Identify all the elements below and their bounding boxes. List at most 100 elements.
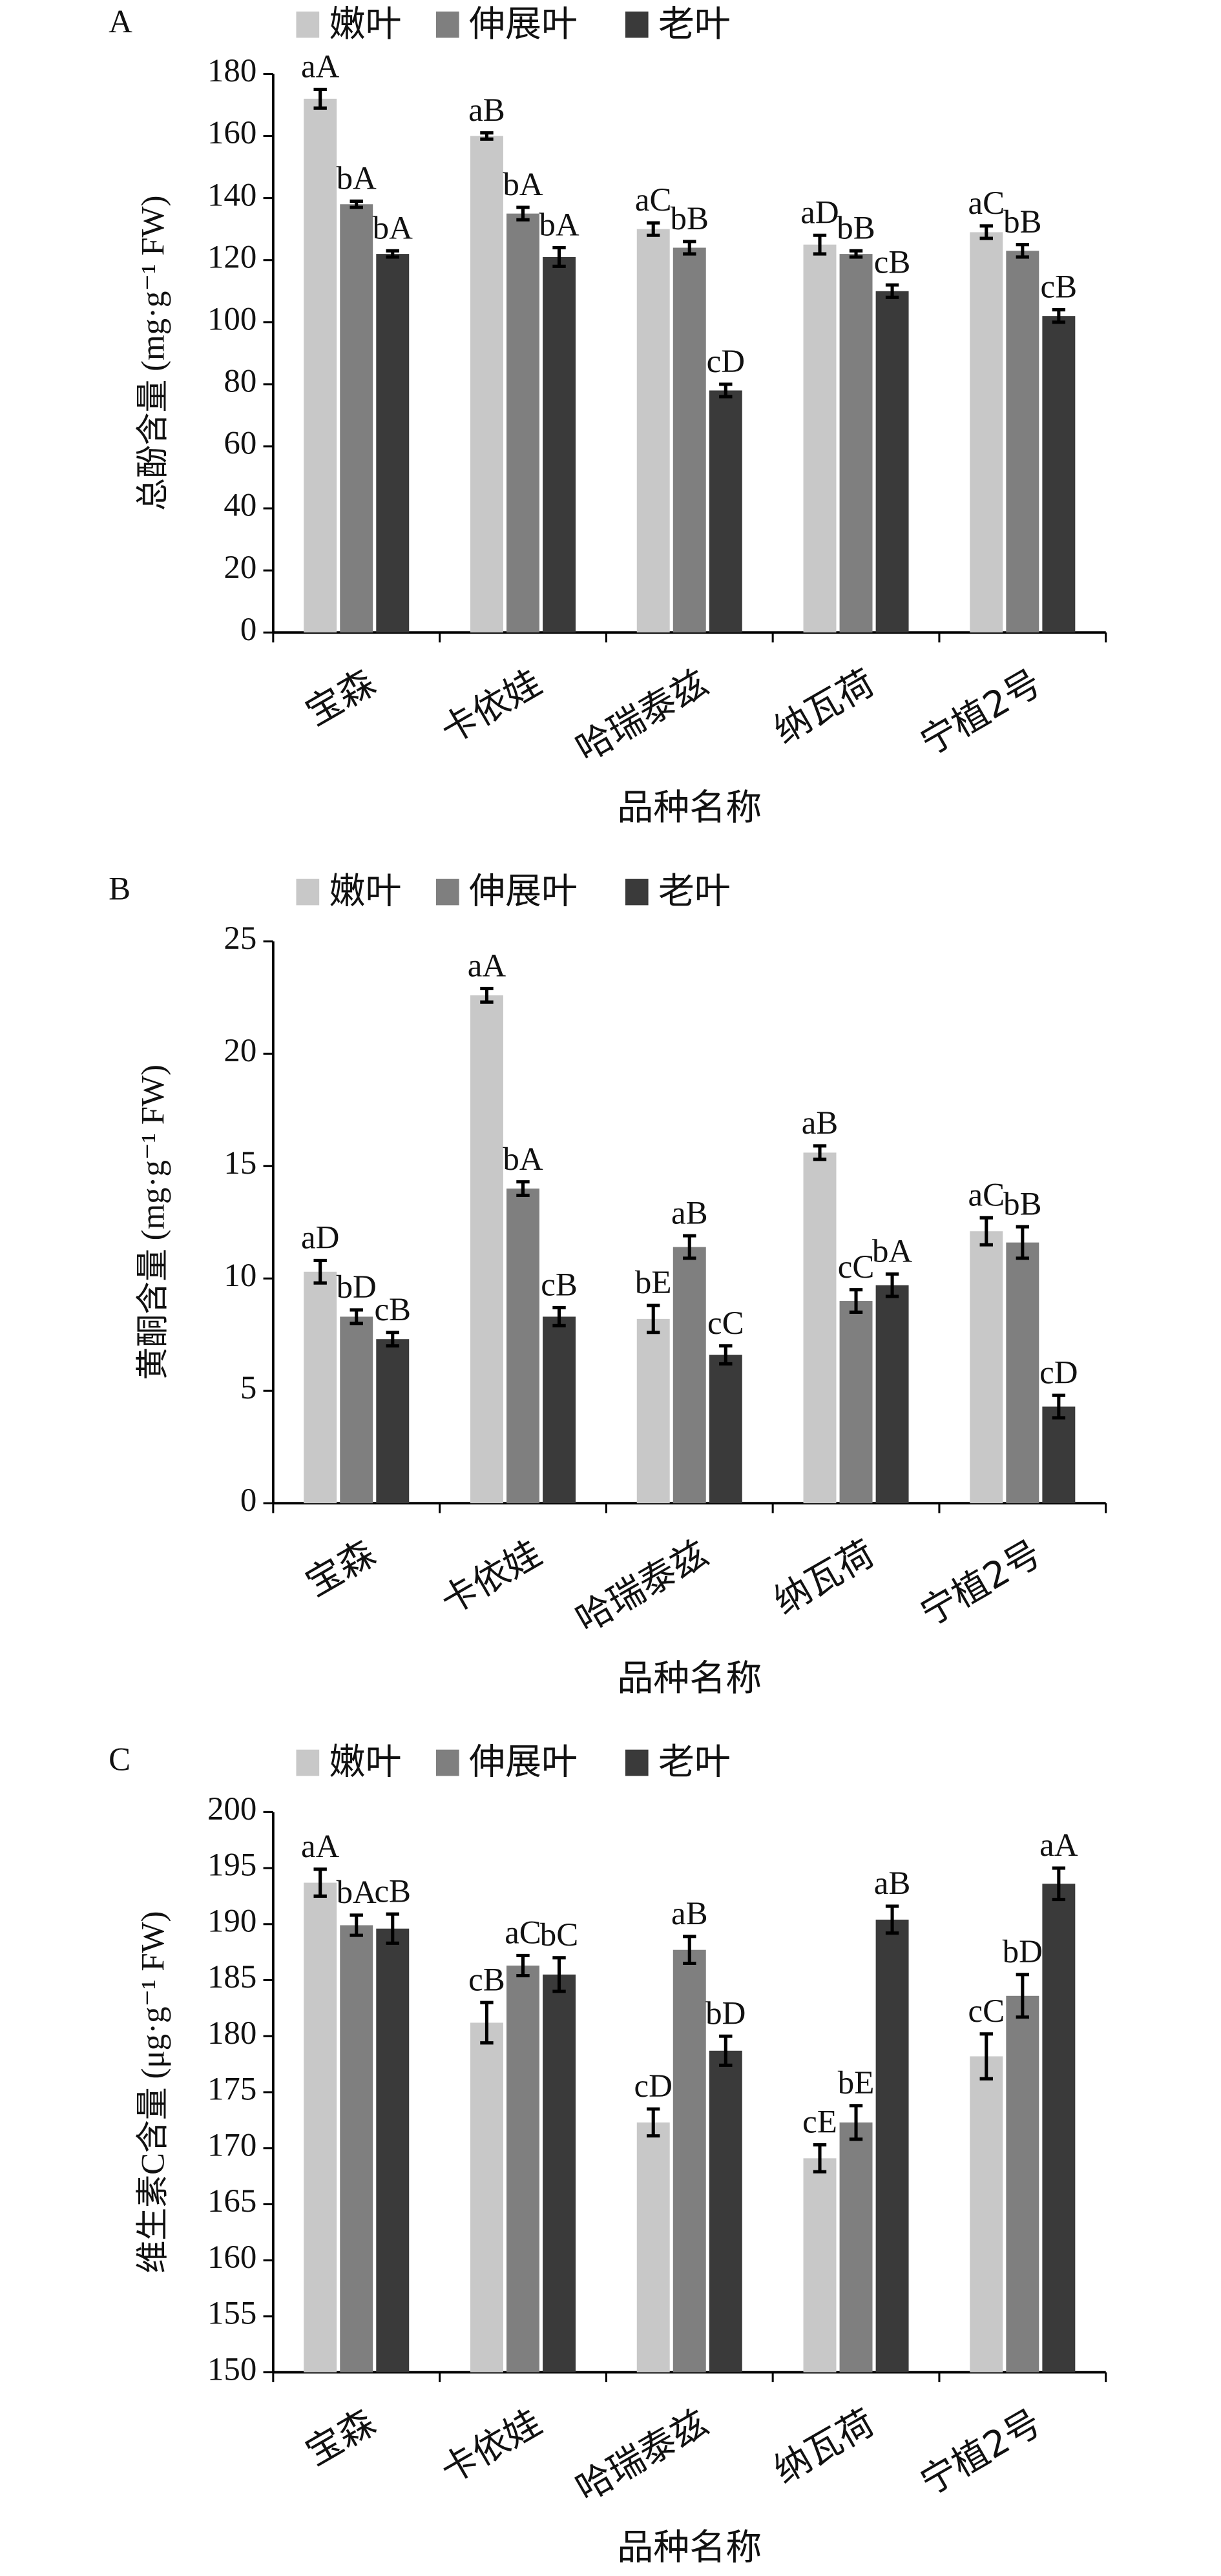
error-bar	[516, 205, 530, 222]
y-tick-label: 155	[207, 2296, 256, 2332]
y-tick-label: 195	[207, 1847, 256, 1884]
significance-label: bA	[373, 210, 413, 246]
y-tick-label: 160	[207, 115, 256, 151]
significance-label: bA	[503, 1141, 543, 1178]
bar	[709, 2050, 742, 2373]
bar	[839, 254, 873, 633]
bar	[1042, 1406, 1076, 1504]
bar	[506, 1965, 539, 2373]
panel-label: B	[109, 871, 130, 908]
significance-label: cB	[374, 1873, 411, 1909]
significance-label: bD	[1003, 1934, 1043, 1970]
significance-label: bB	[1003, 204, 1041, 240]
y-tick-label: 60	[224, 426, 256, 462]
error-bar	[350, 1913, 363, 1937]
bar	[1042, 316, 1076, 633]
bar	[803, 244, 837, 633]
x-axis-title: 品种名称	[617, 787, 762, 829]
significance-label: bA	[872, 1233, 912, 1269]
error-bar	[885, 1272, 899, 1298]
y-tick-label: 180	[207, 53, 256, 89]
x-tick-label: 纳瓦荷	[767, 1532, 882, 1623]
x-tick-label: 宝森	[298, 1532, 382, 1605]
legend-label: 伸展叶	[469, 871, 578, 913]
panel-label: A	[109, 4, 132, 40]
x-tick-label: 哈瑞泰兹	[569, 2402, 716, 2510]
y-tick-label: 140	[207, 177, 256, 213]
error-bar	[683, 1935, 696, 1966]
error-bar	[350, 199, 363, 209]
bar	[304, 1271, 337, 1504]
significance-label: cC	[968, 1993, 1005, 2030]
bar	[1006, 1995, 1039, 2373]
y-tick-label: 10	[224, 1258, 256, 1294]
significance-label: aB	[468, 92, 505, 129]
x-tick-label: 宁植2号	[913, 661, 1049, 763]
significance-label: aA	[1039, 1827, 1078, 1864]
x-tick-label: 宝森	[298, 2402, 382, 2474]
error-bar	[552, 245, 566, 268]
bar	[970, 232, 1003, 633]
legend-swatch	[625, 11, 649, 38]
significance-label: cD	[634, 2068, 673, 2104]
bar	[543, 1974, 576, 2373]
significance-label: aD	[800, 194, 839, 231]
x-tick-label: 纳瓦荷	[767, 661, 882, 752]
error-bar	[1016, 243, 1029, 259]
error-bar	[1016, 1973, 1029, 2019]
bar	[875, 1919, 909, 2373]
x-tick-label: 卡依娃	[433, 661, 548, 752]
legend-label: 老叶	[658, 3, 731, 45]
error-bar	[1016, 1225, 1029, 1260]
error-bar	[849, 2104, 863, 2141]
significance-label: aC	[635, 182, 672, 218]
bar	[376, 1928, 410, 2373]
y-tick-label: 20	[224, 550, 256, 586]
bar	[673, 1949, 706, 2373]
significance-label: cD	[707, 344, 745, 380]
bar	[1006, 1242, 1039, 1504]
significance-label: bB	[837, 210, 875, 246]
bar	[506, 213, 539, 633]
error-bar	[480, 2000, 494, 2045]
bar	[709, 390, 742, 633]
legend-swatch	[436, 11, 459, 38]
significance-label: cB	[374, 1292, 411, 1328]
y-tick-label: 25	[224, 920, 256, 957]
significance-label: bE	[635, 1265, 672, 1301]
significance-label: bA	[503, 167, 543, 203]
bar	[470, 2022, 503, 2373]
bar	[470, 995, 503, 1504]
significance-label: bA	[337, 1875, 377, 1911]
panel-label: C	[109, 1742, 130, 1778]
error-bar	[313, 1867, 327, 1898]
y-tick-label: 40	[224, 488, 256, 524]
x-tick-label: 卡依娃	[433, 1532, 548, 1623]
error-bar	[719, 1344, 733, 1366]
y-tick-label: 180	[207, 2015, 256, 2051]
legend-label: 嫩叶	[329, 871, 401, 913]
significance-label: bA	[539, 207, 579, 244]
y-tick-label: 20	[224, 1033, 256, 1069]
significance-label: cB	[468, 1962, 505, 1998]
bar	[304, 98, 337, 633]
legend-swatch	[436, 1749, 459, 1776]
bar	[803, 2158, 837, 2373]
x-tick-label: 卡依娃	[433, 2402, 548, 2492]
error-bar	[386, 1331, 399, 1348]
error-bar	[885, 1904, 899, 1935]
significance-label: bD	[705, 1995, 746, 2031]
legend-swatch	[296, 11, 320, 38]
significance-label: aB	[671, 1896, 708, 1932]
error-bar	[979, 224, 993, 240]
x-tick-label: 宁植2号	[913, 2402, 1049, 2504]
significance-label: bB	[1003, 1186, 1041, 1222]
error-bar	[480, 131, 494, 141]
y-tick-label: 80	[224, 364, 256, 400]
bar	[340, 204, 373, 633]
y-tick-label: 200	[207, 1791, 256, 1827]
y-tick-label: 175	[207, 2072, 256, 2108]
x-axis-title: 品种名称	[617, 1657, 762, 1699]
bar	[875, 1285, 909, 1504]
significance-label: aB	[671, 1195, 708, 1231]
